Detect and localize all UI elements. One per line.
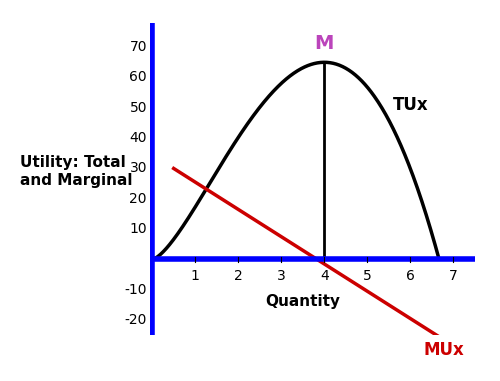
Text: MUx: MUx bbox=[424, 341, 464, 359]
Text: 4: 4 bbox=[320, 269, 328, 283]
Text: 5: 5 bbox=[363, 269, 372, 283]
Text: 6: 6 bbox=[406, 269, 415, 283]
Text: 30: 30 bbox=[130, 162, 147, 176]
Text: -20: -20 bbox=[124, 313, 147, 327]
Text: 10: 10 bbox=[130, 222, 147, 236]
Text: 7: 7 bbox=[449, 269, 458, 283]
Text: 40: 40 bbox=[130, 131, 147, 145]
Text: 70: 70 bbox=[130, 40, 147, 54]
Text: 1: 1 bbox=[191, 269, 200, 283]
Text: 60: 60 bbox=[130, 70, 147, 85]
Text: 20: 20 bbox=[130, 192, 147, 206]
Text: M: M bbox=[314, 34, 334, 53]
Text: 3: 3 bbox=[277, 269, 285, 283]
Text: Utility: Total
and Marginal: Utility: Total and Marginal bbox=[20, 155, 132, 188]
Text: 2: 2 bbox=[234, 269, 242, 283]
Text: 50: 50 bbox=[130, 101, 147, 115]
Text: Quantity: Quantity bbox=[266, 295, 340, 309]
Text: -10: -10 bbox=[124, 283, 147, 297]
Text: TUx: TUx bbox=[393, 96, 429, 114]
